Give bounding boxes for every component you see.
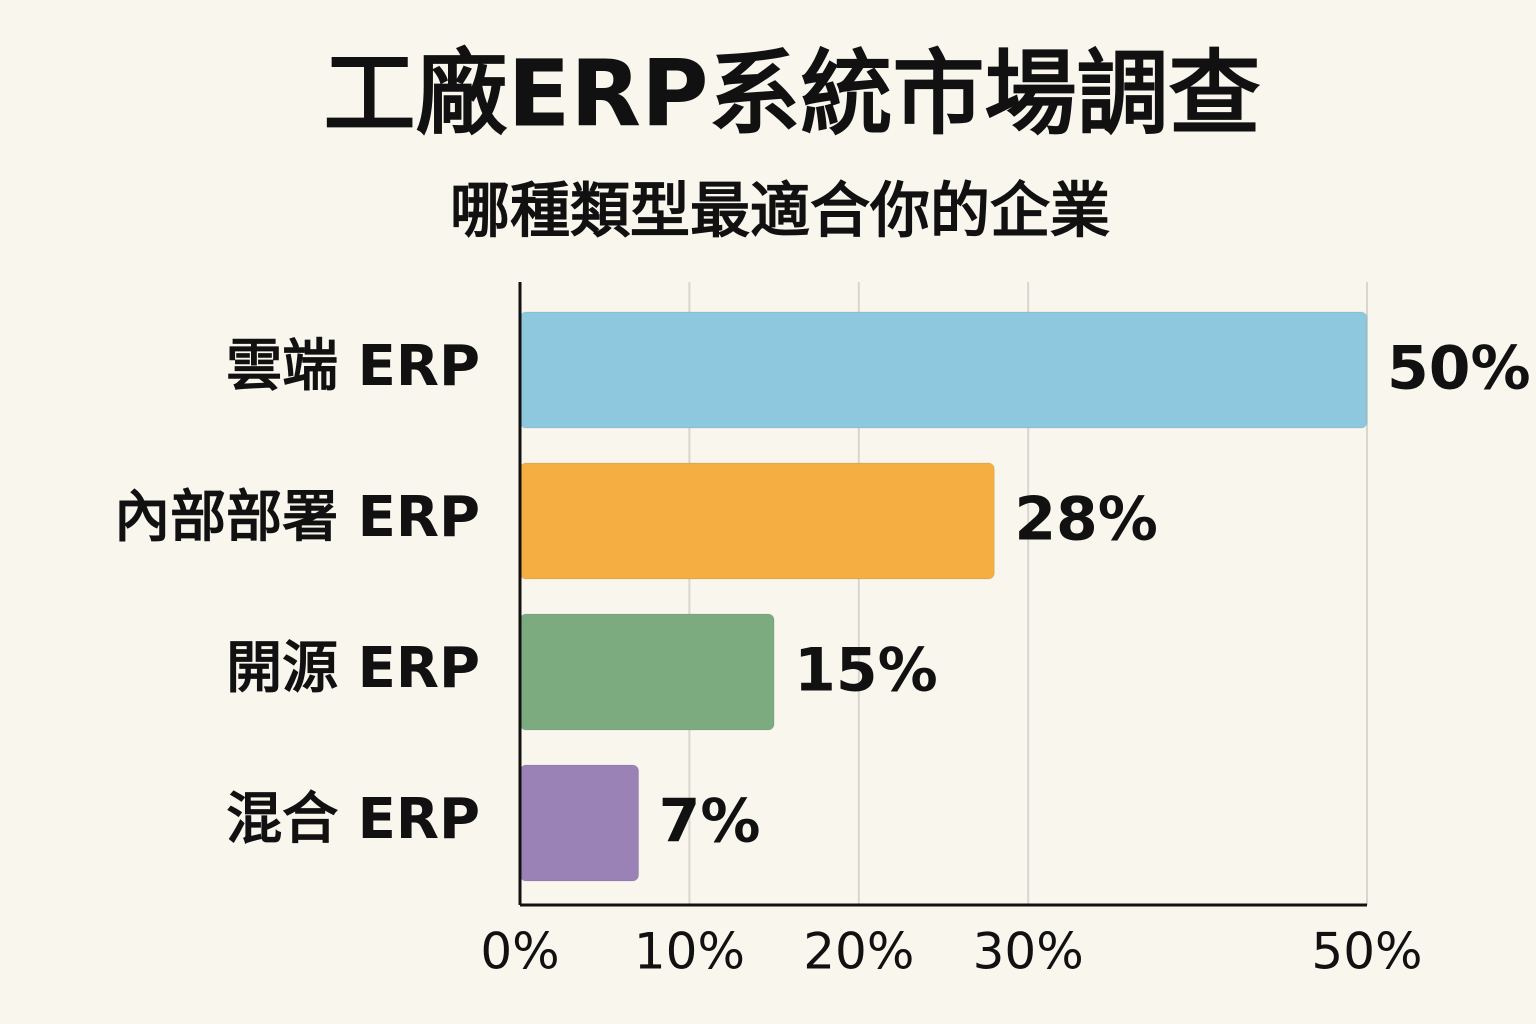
value-label: 50%: [1387, 334, 1531, 404]
chart-subtitle: 哪種類型最適合你的企業: [450, 177, 1110, 247]
y-tick-label: 內部部署 ERP: [114, 485, 480, 550]
x-tick-label: 30%: [973, 923, 1084, 981]
chart-title: 工廠ERP系統市場調查: [323, 40, 1260, 147]
bar: [519, 462, 995, 580]
y-tick-label: 雲端 ERP: [226, 334, 480, 399]
bar: [519, 311, 1368, 429]
x-tick-label: 0%: [480, 923, 559, 981]
value-label: 15%: [794, 636, 938, 706]
y-tick-label: 混合 ERP: [226, 787, 480, 852]
value-label: 7%: [659, 787, 761, 857]
x-tick-label: 10%: [634, 923, 745, 981]
bar: [519, 613, 775, 731]
y-tick-label: 開源 ERP: [226, 636, 480, 701]
bar: [519, 764, 640, 882]
x-tick-label: 20%: [803, 923, 914, 981]
x-tick-label: 50%: [1311, 923, 1422, 981]
value-label: 28%: [1014, 485, 1158, 555]
